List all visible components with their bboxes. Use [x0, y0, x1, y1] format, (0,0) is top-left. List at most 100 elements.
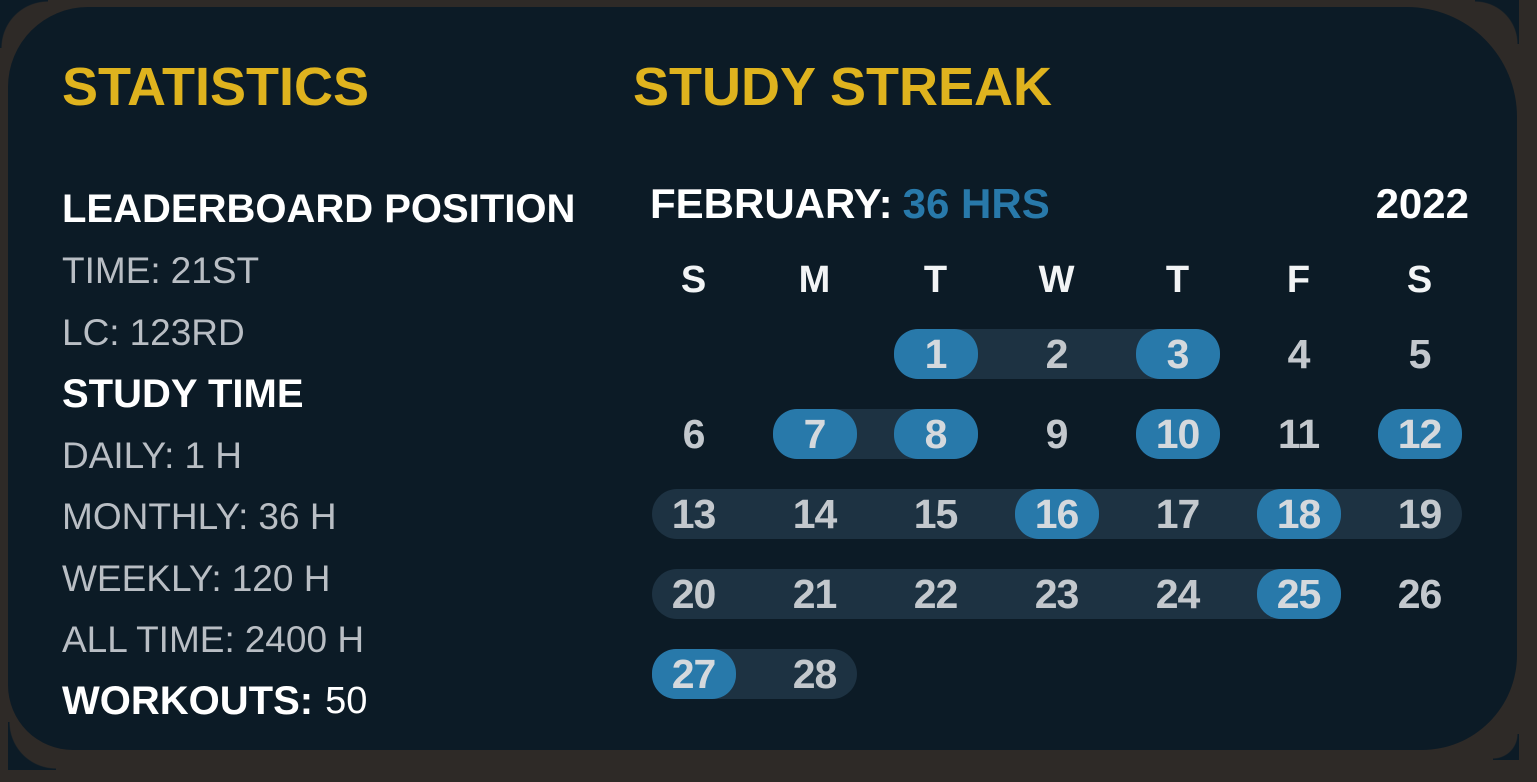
stat-line: LC: 123RD	[62, 302, 633, 364]
day-number: 14	[792, 491, 838, 537]
day-number: 15	[913, 491, 959, 537]
stat-value: 2400 H	[244, 619, 365, 661]
calendar-day-cell: 10	[1117, 409, 1238, 459]
calendar-empty-cell	[875, 649, 996, 699]
calendar-week-row: 27 28	[633, 649, 1480, 699]
calendar-empty-cell	[754, 329, 875, 379]
calendar-day-cell: 14	[754, 489, 875, 539]
calendar-empty-cell	[1117, 649, 1238, 699]
studied-day-highlight	[893, 409, 978, 459]
stat-line: MONTHLY: 36 H	[62, 487, 633, 549]
weekday-header: W	[1038, 259, 1075, 301]
stat-value: 120 H	[231, 557, 331, 599]
stat-label: WORKOUTS:	[62, 679, 314, 724]
day-number: 2	[1045, 331, 1069, 377]
calendar-day-cell: 9	[996, 409, 1117, 459]
calendar-day-cell: 17	[1117, 489, 1238, 539]
week-cells: 6 7 8 9 10 11 12	[633, 409, 1480, 459]
day-number: 22	[913, 571, 959, 617]
calendar-grid: 1 2 3 4 5 6 7 8 9 10 11 12 13 14 15 16 17 18 19 20 21 22 23 24 2…	[633, 329, 1517, 699]
month-total-hours: 36 HRS	[902, 180, 1050, 227]
calendar-day-cell: 27	[633, 649, 754, 699]
day-number: 3	[1166, 331, 1190, 377]
day-number: 6	[682, 411, 706, 457]
calendar-day-cell: 21	[754, 569, 875, 619]
stat-value: 36 H	[258, 496, 337, 538]
statistics-list: LEADERBOARD POSITION TIME: 21ST LC: 123RD STU…	[62, 179, 633, 733]
studied-day-highlight	[651, 649, 736, 699]
stat-label: MONTHLY:	[62, 496, 249, 538]
calendar-day-cell: 19	[1359, 489, 1480, 539]
stat-value: 21ST	[170, 250, 260, 292]
stat-label: TIME:	[62, 250, 161, 292]
calendar-day-cell: 24	[1117, 569, 1238, 619]
statistics-title: STATISTICS	[62, 57, 369, 117]
stat-value: 50	[325, 680, 368, 723]
statistics-panel: STATISTICS LEADERBOARD POSITION TIME: 21ST…	[62, 57, 633, 750]
year-label: 2022	[1375, 180, 1469, 227]
stat-line: STUDY TIME	[62, 364, 633, 426]
calendar-day-cell: 16	[996, 489, 1117, 539]
stat-label: STUDY TIME	[62, 371, 304, 416]
day-number: 18	[1276, 491, 1322, 537]
calendar-day-cell: 7	[754, 409, 875, 459]
weekday-header: T	[1165, 259, 1190, 301]
stat-line: ALL TIME: 2400 H	[62, 610, 633, 672]
day-number: 5	[1408, 331, 1432, 377]
month-label: FEBRUARY:	[650, 180, 893, 227]
calendar-day-cell: 8	[875, 409, 996, 459]
day-number: 12	[1397, 411, 1443, 457]
streak-pill	[651, 569, 1341, 619]
day-number: 11	[1277, 411, 1320, 457]
stat-label: ALL TIME:	[62, 619, 235, 661]
stat-value: 123RD	[129, 311, 245, 353]
day-number: 27	[671, 651, 717, 697]
day-number: 4	[1287, 331, 1311, 377]
weekday-header: S	[1406, 259, 1433, 301]
stats-card: STATISTICS LEADERBOARD POSITION TIME: 21ST…	[8, 7, 1517, 750]
calendar-day-cell: 11	[1238, 409, 1359, 459]
stat-label: LC:	[62, 311, 120, 353]
stat-line: TIME: 21ST	[62, 241, 633, 303]
day-number: 25	[1276, 571, 1322, 617]
day-number: 7	[803, 411, 827, 457]
calendar-day-cell: 4	[1238, 329, 1359, 379]
day-number: 1	[924, 331, 948, 377]
stat-line: WORKOUTS: 50	[62, 671, 633, 733]
calendar-day-cell: 18	[1238, 489, 1359, 539]
calendar-day-cell: 6	[633, 409, 754, 459]
weekday-header: F	[1286, 259, 1311, 301]
calendar-day-cell: 13	[633, 489, 754, 539]
calendar-day-cell: 1	[875, 329, 996, 379]
studied-day-highlight	[1256, 489, 1341, 539]
calendar-empty-cell	[1359, 649, 1480, 699]
calendar-empty-cell	[1238, 649, 1359, 699]
day-number: 16	[1034, 491, 1080, 537]
calendar-week-row: 6 7 8 9 10 11 12	[633, 409, 1480, 459]
calendar-empty-cell	[996, 649, 1117, 699]
day-number: 19	[1397, 491, 1443, 537]
day-number: 9	[1045, 411, 1069, 457]
calendar-day-cell: 12	[1359, 409, 1480, 459]
stat-label: DAILY:	[62, 434, 175, 476]
week-cells: 27 28	[633, 649, 1480, 699]
calendar-day-cell: 25	[1238, 569, 1359, 619]
studied-day-highlight	[1377, 409, 1462, 459]
stat-value: 1 H	[184, 434, 243, 476]
week-cells: 13 14 15 16 17 18 19	[633, 489, 1480, 539]
calendar-day-cell: 22	[875, 569, 996, 619]
calendar-day-cell: 5	[1359, 329, 1480, 379]
stat-line: WEEKLY: 120 H	[62, 548, 633, 610]
studied-day-highlight	[772, 409, 857, 459]
day-number: 20	[671, 571, 717, 617]
month-summary-row: FEBRUARY: 36 HRS 2022	[633, 181, 1480, 227]
studied-day-highlight	[1135, 329, 1220, 379]
calendar-day-cell: 3	[1117, 329, 1238, 379]
day-number: 24	[1155, 571, 1201, 617]
day-number: 28	[792, 651, 838, 697]
weekday-header: M	[798, 259, 831, 301]
stat-label: LEADERBOARD POSITION	[62, 187, 576, 232]
